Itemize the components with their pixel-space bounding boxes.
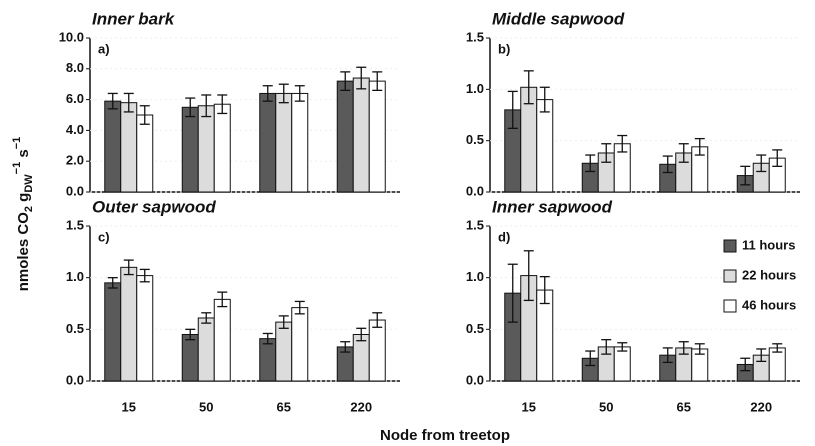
panel-label: d) [498, 229, 510, 244]
y-label-part: 2 [23, 206, 35, 212]
panel-title: Middle sapwood [492, 9, 625, 28]
bar [213, 103, 231, 193]
x-tick-label: 50 [199, 399, 213, 414]
x-tick-label: 65 [277, 399, 291, 414]
bar [181, 106, 199, 193]
y-tick-label: 0.5 [466, 132, 484, 147]
x-axis-label: Node from treetop [380, 427, 510, 444]
panel-title: Inner sapwood [492, 197, 613, 216]
legend-swatch [723, 239, 737, 253]
y-tick-label: 8.0 [66, 60, 84, 75]
bar [536, 99, 554, 193]
bar [197, 317, 215, 382]
y-tick-label: 2.0 [66, 153, 84, 168]
x-tick-label: 220 [350, 399, 372, 414]
legend-label: 22 hours [742, 267, 796, 282]
bar [120, 102, 138, 193]
panel-title: Inner bark [92, 9, 176, 28]
bar [275, 92, 293, 193]
y-label-part: s [15, 149, 32, 162]
bar [352, 77, 370, 193]
y-label-part: −1 [11, 162, 23, 175]
x-tick-label: 65 [677, 399, 691, 414]
panel-title: Outer sapwood [92, 197, 216, 216]
panel-label: c) [98, 229, 110, 244]
y-tick-label: 10.0 [59, 29, 84, 44]
bar [368, 80, 386, 193]
y-tick-label: 1.5 [466, 217, 484, 232]
y-tick-label: 6.0 [66, 91, 84, 106]
legend-swatch [723, 269, 737, 283]
y-tick-label: 4.0 [66, 122, 84, 137]
y-label-part: DW [23, 174, 35, 193]
x-tick-label: 15 [522, 399, 536, 414]
y-tick-label: 0.0 [66, 183, 84, 198]
bar [259, 92, 277, 193]
bar [368, 319, 386, 382]
y-tick-label: 0.0 [466, 183, 484, 198]
legend-label: 11 hours [742, 237, 795, 252]
bar [120, 266, 138, 382]
y-tick-label: 0.0 [66, 372, 84, 387]
y-tick-label: 1.0 [66, 269, 84, 284]
panel-label: a) [98, 41, 110, 56]
bar [213, 298, 231, 382]
bar [291, 307, 309, 382]
bar [613, 346, 631, 382]
bar [104, 282, 122, 382]
bar [291, 92, 309, 193]
x-tick-label: 50 [599, 399, 613, 414]
y-tick-label: 1.5 [466, 29, 484, 44]
y-label-part: g [15, 193, 32, 206]
y-label-part: nmoles CO [15, 212, 32, 292]
y-tick-label: 1.5 [66, 217, 84, 232]
bar [259, 338, 277, 382]
bar [336, 80, 354, 193]
bar [136, 114, 154, 193]
bar [768, 347, 786, 382]
x-tick-label: 220 [750, 399, 772, 414]
legend-label: 46 hours [742, 297, 796, 312]
bar [181, 334, 199, 382]
bar [197, 105, 215, 193]
bar [136, 275, 154, 382]
bar [104, 100, 122, 193]
y-tick-label: 0.5 [466, 321, 484, 336]
bar [275, 321, 293, 382]
legend-swatch [723, 299, 737, 313]
y-tick-label: 1.0 [466, 81, 484, 96]
panel-label: b) [498, 41, 510, 56]
bar [352, 334, 370, 382]
y-axis-label: nmoles CO2 gDW−1 s−1 [11, 137, 35, 292]
y-tick-label: 1.0 [466, 269, 484, 284]
x-tick-label: 15 [122, 399, 136, 414]
y-tick-label: 0.5 [66, 321, 84, 336]
y-tick-label: 0.0 [466, 372, 484, 387]
y-label-part: −1 [11, 137, 23, 150]
